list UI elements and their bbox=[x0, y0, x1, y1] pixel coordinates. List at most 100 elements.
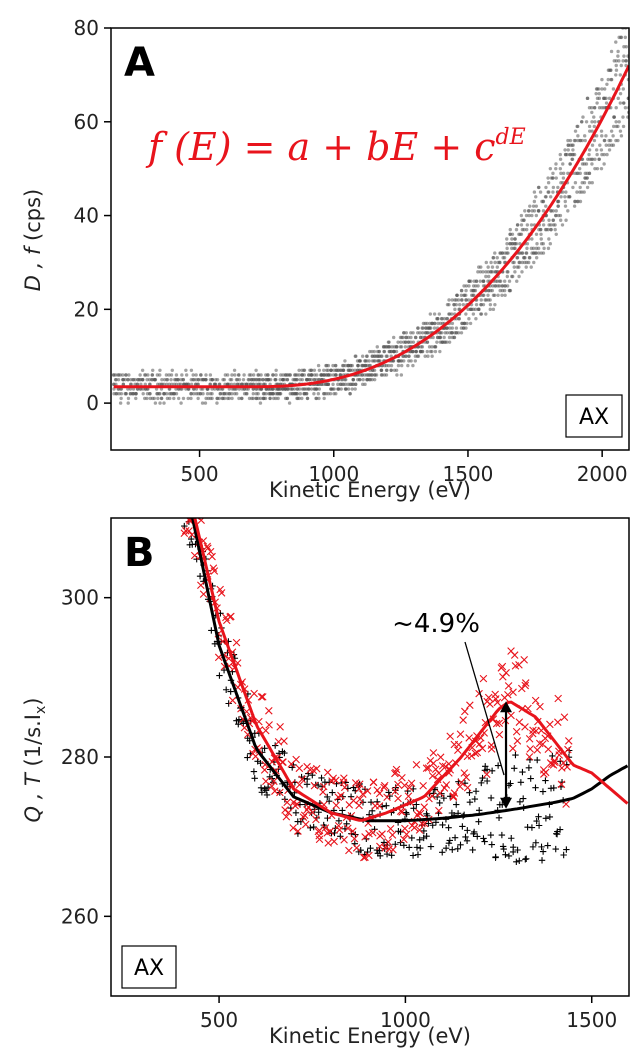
panel-b-t-data-point bbox=[538, 843, 545, 851]
panel-b-q-data-point bbox=[181, 503, 188, 510]
panel-a-data-point bbox=[471, 312, 476, 316]
panel-b-t-data-point bbox=[502, 851, 509, 858]
panel-a-data-point bbox=[356, 363, 360, 368]
panel-b-t-data-point bbox=[188, 535, 195, 543]
panel-a-data-point bbox=[618, 91, 623, 96]
panel-a-data-point bbox=[140, 368, 145, 372]
panel-a-data-point bbox=[169, 392, 173, 396]
panel-a-data-point bbox=[375, 345, 379, 349]
panel-b-q-data-point bbox=[484, 693, 493, 702]
panel-a-data-point bbox=[249, 373, 253, 377]
panel-a-data-point bbox=[151, 368, 155, 372]
panel-b-q-data-point bbox=[356, 795, 364, 803]
panel-a-data-point bbox=[218, 392, 222, 396]
panel-a-data-point bbox=[517, 274, 521, 279]
panel-b-q-data-point bbox=[389, 845, 397, 854]
panel-a-data-point bbox=[531, 246, 536, 251]
panel-a-data-point bbox=[605, 152, 609, 157]
panel-a-data-point bbox=[587, 181, 592, 185]
panel-b-t-data-point bbox=[520, 795, 527, 802]
panel-a-data-point bbox=[152, 396, 156, 401]
panel-a-data-point bbox=[490, 288, 495, 293]
panel-a-data-point bbox=[528, 204, 532, 208]
panel-b-q-data-point bbox=[276, 723, 284, 731]
panel-a-data-point bbox=[411, 340, 416, 344]
panel-b-q-data-point bbox=[525, 735, 534, 743]
panel-b-q-data-point bbox=[435, 806, 443, 815]
panel-a-data-point bbox=[130, 392, 135, 396]
panel-b-q-data-point bbox=[555, 751, 564, 759]
panel-b-q-data-point bbox=[283, 798, 291, 807]
panel-b-q-data-point bbox=[550, 758, 559, 766]
panel-b-t-data-point bbox=[367, 844, 374, 852]
panel-a-data-point bbox=[225, 373, 230, 377]
panel-b-q-data-point bbox=[407, 779, 416, 788]
panel-a-data-point bbox=[334, 392, 338, 396]
panel-a-data-point bbox=[529, 223, 534, 227]
panel-b-t-data-point bbox=[466, 798, 474, 806]
panel-a-data-point bbox=[234, 377, 239, 382]
panel-a-data-point bbox=[554, 162, 558, 166]
panel-b-t-data-point bbox=[563, 846, 570, 853]
panel-a-data-point bbox=[316, 392, 321, 396]
panel-a-data-point bbox=[427, 345, 432, 349]
panel-a-data-point bbox=[114, 392, 118, 396]
panel-b-q-data-point bbox=[398, 773, 406, 782]
panel-a-data-point bbox=[541, 199, 545, 204]
panel-a-data-point bbox=[462, 321, 466, 326]
panel-a-data-point bbox=[251, 377, 255, 382]
panel-a-data-point bbox=[113, 373, 118, 377]
panel-b-q-data-point bbox=[298, 775, 306, 784]
panel-a-data-point bbox=[587, 129, 592, 133]
panel-a-data-point bbox=[449, 331, 454, 335]
panel-b-t-data-point bbox=[337, 833, 344, 840]
panel-a-data-point bbox=[534, 232, 539, 237]
panel-a-data-point bbox=[609, 49, 614, 54]
panel-b-q-data-point bbox=[265, 721, 273, 729]
panel-b-t-data-point bbox=[459, 823, 466, 830]
panel-a-data-point bbox=[549, 223, 553, 227]
panel-a-data-point bbox=[164, 392, 169, 396]
panel-a-data-point bbox=[595, 101, 599, 105]
panel-b-x-tick-label: 1500 bbox=[566, 1008, 617, 1032]
panel-a-data-point bbox=[541, 241, 545, 246]
panel-a-data-point bbox=[328, 392, 333, 396]
panel-a-data-point bbox=[566, 148, 570, 152]
panel-a-data-point bbox=[575, 190, 579, 194]
panel-b-q-data-point bbox=[525, 753, 534, 761]
panel-a-data-point bbox=[295, 392, 299, 396]
panel-b-t-data-point bbox=[519, 768, 526, 776]
panel-a-data-point bbox=[387, 340, 391, 344]
panel-a-ax-box bbox=[565, 394, 623, 438]
panel-a-data-point bbox=[379, 368, 384, 372]
panel-a-data-point bbox=[409, 359, 413, 363]
panel-a-data-point bbox=[459, 288, 464, 293]
panel-a-data-point bbox=[229, 377, 234, 382]
panel-a-data-point bbox=[158, 401, 162, 405]
panel-a-data-point bbox=[505, 270, 509, 274]
panel-b-t-data-point bbox=[307, 824, 314, 832]
panel-a-data-point bbox=[159, 396, 164, 401]
panel-a-data-point bbox=[495, 256, 499, 260]
panel-b-q-data-point bbox=[456, 782, 464, 791]
panel-a-data-point bbox=[529, 265, 533, 269]
panel-a-data-point bbox=[360, 354, 365, 358]
panel-a-data-point bbox=[380, 373, 384, 377]
panel-a-data-point bbox=[623, 35, 628, 40]
panel-b-t-data-point bbox=[512, 751, 519, 759]
panel-a-data-point bbox=[411, 331, 415, 335]
panel-a-data-point bbox=[423, 354, 427, 358]
panel-a-data-point bbox=[440, 331, 444, 335]
panel-a-data-point bbox=[502, 288, 507, 293]
panel-b-t-data-point bbox=[442, 845, 450, 852]
panel-b-q-data-point bbox=[482, 770, 491, 779]
panel-b-annotation-leader bbox=[464, 641, 505, 776]
panel-a-data-point bbox=[172, 396, 176, 401]
panel-a-data-point bbox=[237, 396, 241, 401]
panel-a-data-point bbox=[274, 373, 278, 377]
panel-a-data-point bbox=[162, 392, 166, 396]
panel-a-data-point bbox=[367, 373, 371, 377]
panel-a-data-point bbox=[391, 359, 396, 363]
panel-a-data-point bbox=[379, 354, 383, 358]
panel-b-q-data-point bbox=[478, 744, 487, 753]
